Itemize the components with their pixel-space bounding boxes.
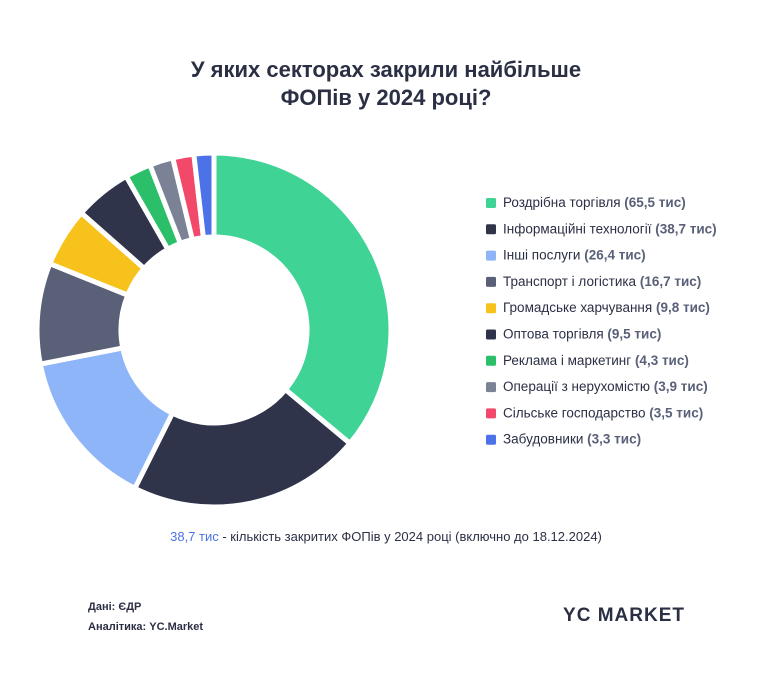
legend-value: (16,7 тис) [640,273,701,288]
logo: YC MARKET [563,605,685,626]
legend-label: Реклама і маркетинг [503,352,631,367]
legend-swatch [486,408,496,419]
legend-swatch [486,303,496,314]
legend-value: (9,5 тис) [607,326,661,341]
donut-segment [191,150,217,241]
donut-segment [211,150,394,446]
legend-swatch [486,198,496,208]
legend-entry: Роздрібна торгівля (65,5 тис) [503,195,686,210]
legend-label: Громадське харчування [503,300,652,315]
legend-label: Транспорт і логістика [503,273,637,288]
legend-value: (65,5 тис) [624,195,685,210]
legend-label: Оптова торгівля [503,326,604,341]
legend-value: (26,4 тис) [584,247,645,262]
legend-label: Сільське господарство [503,405,646,420]
legend-value: (3,9 тис) [654,379,708,394]
legend-entry: Операції з нерухомістю (3,9 тис) [503,379,708,394]
legend-swatch [486,382,496,393]
legend-entry: Сільське господарство (3,5 тис) [503,405,703,420]
legend-swatch [486,355,496,366]
legend-value: (3,3 тис) [587,431,641,446]
note-text: - кількість закритих ФОПів у 2024 році (… [219,529,602,544]
legend-value: (9,8 тис) [656,300,710,315]
note-highlight: 38,7 тис [170,529,219,544]
legend-entry: Інформаційні технології (38,7 тис) [503,221,717,236]
legend-label: Роздрібна торгівля [503,195,621,210]
legend-entry: Інші послуги (26,4 тис) [503,247,646,262]
chart-title: ФОПів у 2024 році? [281,85,492,110]
legend-entry: Реклама і маркетинг (4,3 тис) [503,352,689,367]
legend-entry: Громадське харчування (9,8 тис) [503,300,710,315]
legend-value: (38,7 тис) [655,221,716,236]
legend-swatch [486,224,496,235]
legend-label: Інформаційні технології [503,221,652,236]
legend-value: (3,5 тис) [649,405,703,420]
legend-value: (4,3 тис) [635,352,689,367]
source: Аналітика: YC.Market [88,621,203,633]
legend-entry: Транспорт і логістика (16,7 тис) [503,273,701,288]
legend-swatch [486,329,496,340]
legend-label: Забудовники [503,431,583,446]
legend-label: Операції з нерухомістю [503,379,650,394]
donut-segment [132,387,353,510]
legend-swatch [486,434,496,445]
legend-swatch [486,276,496,287]
legend-entry: Оптова торгівля (9,5 тис) [503,326,661,341]
donut-hole [123,239,305,421]
legend-swatch [486,250,496,261]
legend-label: Інші послуги [503,247,580,262]
legend-entry: Забудовники (3,3 тис) [503,431,641,446]
chart-title: У яких секторах закрили найбільше [191,57,581,82]
source: Дані: ЄДР [88,601,141,613]
note: 38,7 тис - кількість закритих ФОПів у 20… [170,529,602,544]
